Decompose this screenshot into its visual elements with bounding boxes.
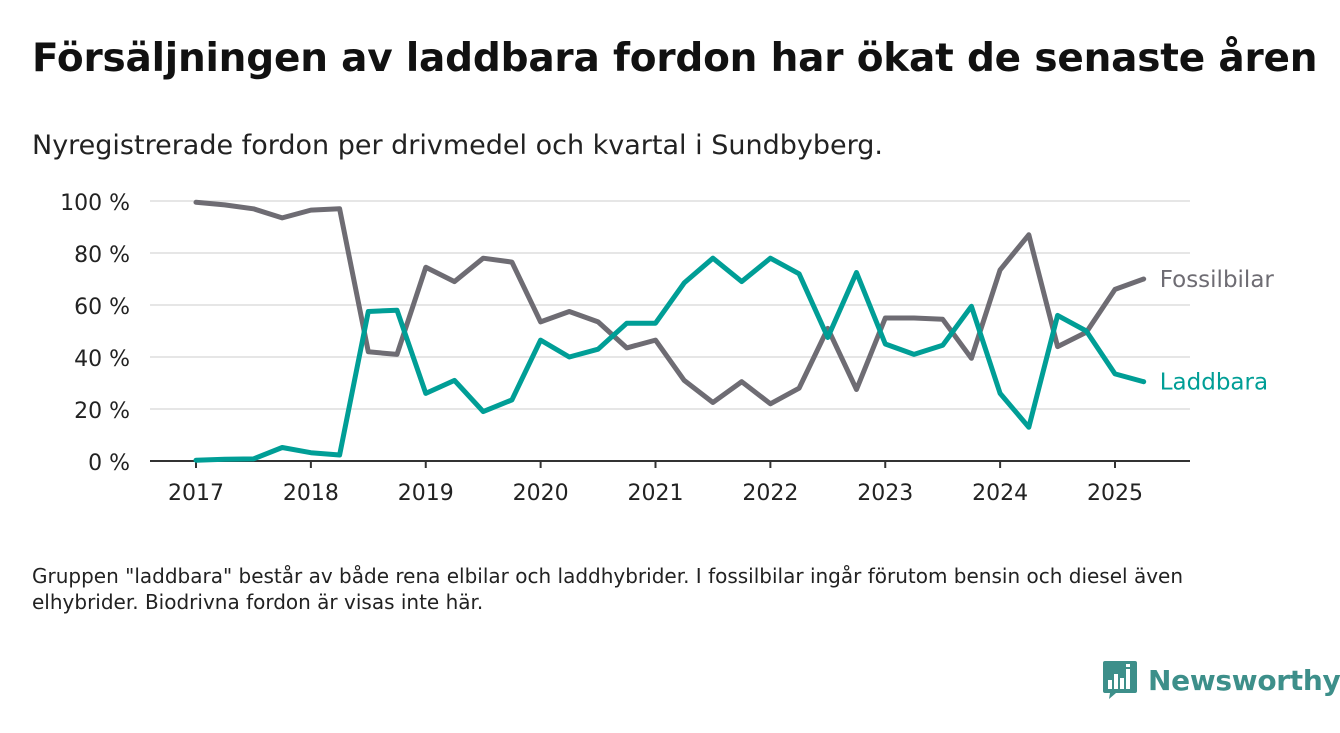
- series-label-fossilbilar: Fossilbilar: [1160, 267, 1275, 293]
- series-labels: Fossilbilar Laddbara: [1160, 267, 1275, 396]
- x-tick-label: 2019: [398, 481, 454, 506]
- series-line-laddbara: [193, 255, 1147, 463]
- x-tick-label: 2024: [972, 481, 1028, 506]
- y-tick-label: 40 %: [74, 347, 130, 372]
- line-chart: 0 % 20 % 40 % 60 % 80 % 100 % 2017 2018 2019 202…: [60, 191, 1275, 506]
- x-tick-label: 2022: [742, 481, 798, 506]
- y-tick-label: 20 %: [74, 399, 130, 424]
- series-lines: [193, 199, 1147, 463]
- x-tick-label: 2021: [628, 481, 684, 506]
- chart-title: Försäljningen av laddbara fordon har öka…: [32, 36, 1318, 81]
- x-tick-label: 2018: [283, 481, 339, 506]
- newsworthy-chart-bubble-icon: [1103, 661, 1137, 699]
- chart-subtitle: Nyregistrerade fordon per drivmedel och …: [32, 130, 883, 161]
- footnote: Gruppen "laddbara" består av både rena e…: [32, 564, 1184, 614]
- y-tick-label: 100 %: [60, 191, 130, 216]
- logo-text: Newsworthy: [1148, 663, 1340, 697]
- x-tick-label: 2023: [857, 481, 913, 506]
- x-axis: 2017 2018 2019 2020 2021 2022 2023 2024 2025: [150, 460, 1190, 506]
- y-tick-label: 0 %: [88, 451, 130, 476]
- y-tick-label: 60 %: [74, 295, 130, 320]
- y-tick-label: 80 %: [74, 243, 130, 268]
- x-tick-label: 2025: [1087, 481, 1143, 506]
- newsworthy-logo: Newsworthy: [1102, 660, 1340, 700]
- series-label-laddbara: Laddbara: [1160, 370, 1268, 396]
- y-axis: 0 % 20 % 40 % 60 % 80 % 100 %: [60, 191, 130, 476]
- x-tick-label: 2020: [513, 481, 569, 506]
- series-line-fossilbilar: [193, 199, 1147, 407]
- x-tick-label: 2017: [168, 481, 224, 506]
